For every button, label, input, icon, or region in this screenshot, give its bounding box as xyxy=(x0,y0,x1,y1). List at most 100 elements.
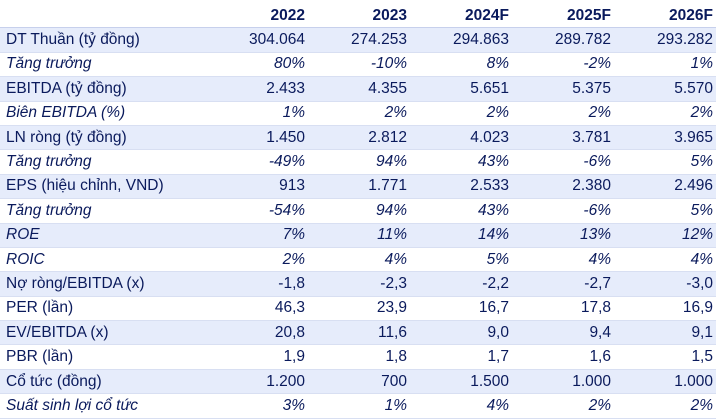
row-value: 293.282 xyxy=(614,27,716,53)
row-label: ROE xyxy=(0,223,206,248)
table-row: Tăng trưởng -54% 94% 43% -6% 5% xyxy=(0,198,716,224)
row-label: PER (lần) xyxy=(0,296,206,322)
table-row: Tăng trưởng 80% -10% 8% -2% 1% xyxy=(0,52,716,78)
row-value: 1.771 xyxy=(308,174,410,200)
row-value: 2.433 xyxy=(206,76,308,102)
row-value: 1% xyxy=(308,393,410,419)
table-row: EBITDA (tỷ đồng) 2.433 4.355 5.651 5.375 5.57… xyxy=(0,76,716,102)
row-value: 5% xyxy=(614,149,716,175)
row-value: -2,2 xyxy=(410,271,512,297)
row-value: -54% xyxy=(206,198,308,224)
row-value: 13% xyxy=(512,223,614,248)
row-value: 4.023 xyxy=(410,125,512,151)
row-value: 1,7 xyxy=(410,344,512,370)
row-value: 1% xyxy=(614,52,716,78)
row-value: 9,1 xyxy=(614,320,716,346)
table-row: ROIC 2% 4% 5% 4% 4% xyxy=(0,247,716,273)
row-value: 1.000 xyxy=(614,369,716,395)
row-value: 294.863 xyxy=(410,27,512,53)
row-label: Tăng trưởng xyxy=(0,149,206,175)
row-label: Suất sinh lợi cổ tức xyxy=(0,393,206,419)
row-value: 4% xyxy=(512,247,614,273)
row-value: 1,8 xyxy=(308,344,410,370)
row-value: 1,9 xyxy=(206,344,308,370)
table-row: EV/EBITDA (x) 20,8 11,6 9,0 9,4 9,1 xyxy=(0,320,716,346)
row-value: 80% xyxy=(206,52,308,78)
row-value: 1% xyxy=(206,101,308,126)
row-value: 3% xyxy=(206,393,308,419)
row-value: -10% xyxy=(308,52,410,78)
header-cell-2022: 2022 xyxy=(206,4,308,29)
row-label: EBITDA (tỷ đồng) xyxy=(0,76,206,102)
row-value: -2,7 xyxy=(512,271,614,297)
row-value: 1.200 xyxy=(206,369,308,395)
row-label: LN ròng (tỷ đồng) xyxy=(0,125,206,151)
table-header: 2022 2023 2024F 2025F 2026F xyxy=(0,4,716,29)
row-value: 11,6 xyxy=(308,320,410,346)
row-label: Tăng trưởng xyxy=(0,52,206,78)
row-value: 16,7 xyxy=(410,296,512,322)
header-row: 2022 2023 2024F 2025F 2026F xyxy=(0,4,716,29)
row-value: 2.812 xyxy=(308,125,410,151)
table-row: DT Thuần (tỷ đồng) 304.064 274.253 294.863 2… xyxy=(0,27,716,53)
row-value: 1,6 xyxy=(512,344,614,370)
row-value: 1.500 xyxy=(410,369,512,395)
table-row: Biên EBITDA (%) 1% 2% 2% 2% 2% xyxy=(0,101,716,126)
row-value: 8% xyxy=(410,52,512,78)
row-label: Biên EBITDA (%) xyxy=(0,101,206,126)
row-value: 17,8 xyxy=(512,296,614,322)
row-value: 4% xyxy=(614,247,716,273)
row-value: 9,4 xyxy=(512,320,614,346)
row-label: Cổ tức (đồng) xyxy=(0,369,206,395)
header-cell-2023: 2023 xyxy=(308,4,410,29)
row-value: 7% xyxy=(206,223,308,248)
row-label: EV/EBITDA (x) xyxy=(0,320,206,346)
row-value: 12% xyxy=(614,223,716,248)
row-value: 5.375 xyxy=(512,76,614,102)
table-row: LN ròng (tỷ đồng) 1.450 2.812 4.023 3.781 3.9… xyxy=(0,125,716,151)
row-label: Tăng trưởng xyxy=(0,198,206,224)
row-value: -2% xyxy=(512,52,614,78)
table-row: Tăng trưởng -49% 94% 43% -6% 5% xyxy=(0,149,716,175)
row-label: ROIC xyxy=(0,247,206,273)
row-value: -6% xyxy=(512,198,614,224)
row-value: 5% xyxy=(614,198,716,224)
row-value: 5.570 xyxy=(614,76,716,102)
row-value: 1,5 xyxy=(614,344,716,370)
row-value: 3.781 xyxy=(512,125,614,151)
row-value: -3,0 xyxy=(614,271,716,297)
row-value: 94% xyxy=(308,149,410,175)
row-value: -2,3 xyxy=(308,271,410,297)
row-value: 2% xyxy=(308,101,410,126)
row-value: 94% xyxy=(308,198,410,224)
row-label: DT Thuần (tỷ đồng) xyxy=(0,27,206,53)
row-value: 4.355 xyxy=(308,76,410,102)
table-row: Nợ ròng/EBITDA (x) -1,8 -2,3 -2,2 -2,7 -3,0 xyxy=(0,271,716,297)
row-value: 2.380 xyxy=(512,174,614,200)
header-cell-2025f: 2025F xyxy=(512,4,614,29)
table-row: Cổ tức (đồng) 1.200 700 1.500 1.000 1.000 xyxy=(0,369,716,395)
table-row: EPS (hiệu chỉnh, VND) 913 1.771 2.533 2.380 2… xyxy=(0,174,716,200)
row-value: 700 xyxy=(308,369,410,395)
row-value: 4% xyxy=(410,393,512,419)
row-value: 2% xyxy=(614,101,716,126)
row-label: EPS (hiệu chỉnh, VND) xyxy=(0,174,206,200)
table-body: DT Thuần (tỷ đồng) 304.064 274.253 294.863 2… xyxy=(0,27,716,419)
table-row: Suất sinh lợi cổ tức 3% 1% 4% 2% 2% xyxy=(0,393,716,419)
financial-forecast-table: 2022 2023 2024F 2025F 2026F DT Thuần (tỷ… xyxy=(0,4,716,419)
row-value: 304.064 xyxy=(206,27,308,53)
header-cell-2024f: 2024F xyxy=(410,4,512,29)
row-value: 2% xyxy=(206,247,308,273)
row-value: 3.965 xyxy=(614,125,716,151)
row-label: Nợ ròng/EBITDA (x) xyxy=(0,271,206,297)
table-row: PBR (lần) 1,9 1,8 1,7 1,6 1,5 xyxy=(0,344,716,370)
row-value: 274.253 xyxy=(308,27,410,53)
row-value: 43% xyxy=(410,149,512,175)
row-value: 14% xyxy=(410,223,512,248)
row-value: 2% xyxy=(512,393,614,419)
table-row: ROE 7% 11% 14% 13% 12% xyxy=(0,223,716,248)
row-value: 16,9 xyxy=(614,296,716,322)
row-value: 20,8 xyxy=(206,320,308,346)
row-value: 1.000 xyxy=(512,369,614,395)
row-value: -1,8 xyxy=(206,271,308,297)
